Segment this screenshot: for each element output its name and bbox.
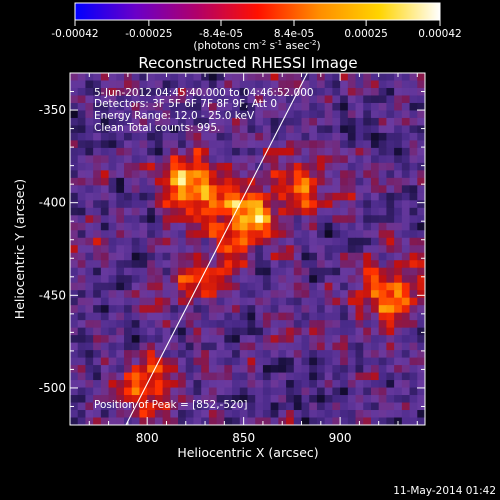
colorbar-tick-label: 0.00042 [418, 28, 461, 40]
annotation-time-range: 5-Jun-2012 04:45:40.000 to 04:46:52.000 [94, 87, 314, 99]
annotation-detectors: Detectors: 3F 5F 6F 7F 8F 9F, Att 0 [94, 98, 277, 110]
chart-title: Reconstructed RHESSI Image [138, 54, 357, 72]
y-tick-label: -350 [39, 103, 66, 117]
plot-date-stamp: 11-May-2014 01:42 [393, 485, 496, 497]
colorbar [74, 2, 441, 21]
plot-frame [69, 72, 426, 426]
solar-limb-line [125, 73, 308, 425]
colorbar-tick-label: -8.4e-05 [199, 28, 243, 40]
colorbar-tick-label: 0.00025 [344, 28, 387, 40]
colorbar-ticks: -0.00042 -0.00025 -8.4e-05 8.4e-05 0.00025 0.… [51, 20, 462, 40]
colorbar-tick-label: -0.00025 [125, 28, 172, 40]
x-tick-label: 900 [329, 431, 352, 445]
axis-ticks: 800 850 900 -350 -400 -450 -500 [39, 73, 425, 445]
colorbar-tick-label: -0.00042 [51, 28, 98, 40]
colorbar-units-label: (photons cm-2 s-1 asec-2) [193, 39, 320, 52]
y-tick-label: -450 [39, 288, 66, 302]
annotation-energy-range: Energy Range: 12.0 - 25.0 keV [94, 110, 255, 122]
x-tick-label: 850 [232, 431, 255, 445]
y-tick-label: -500 [39, 381, 66, 395]
x-tick-label: 800 [136, 431, 159, 445]
colorbar-tick-label: 8.4e-05 [274, 28, 314, 40]
annotation-clean-counts: Clean Total counts: 995. [94, 122, 220, 134]
peak-position-label: Position of Peak = [852,-520] [94, 399, 248, 411]
y-axis-label: Heliocentric Y (arcsec) [12, 179, 27, 319]
y-tick-label: -400 [39, 196, 66, 210]
heatmap-image [70, 73, 425, 425]
x-axis-label: Heliocentric X (arcsec) [177, 445, 318, 460]
